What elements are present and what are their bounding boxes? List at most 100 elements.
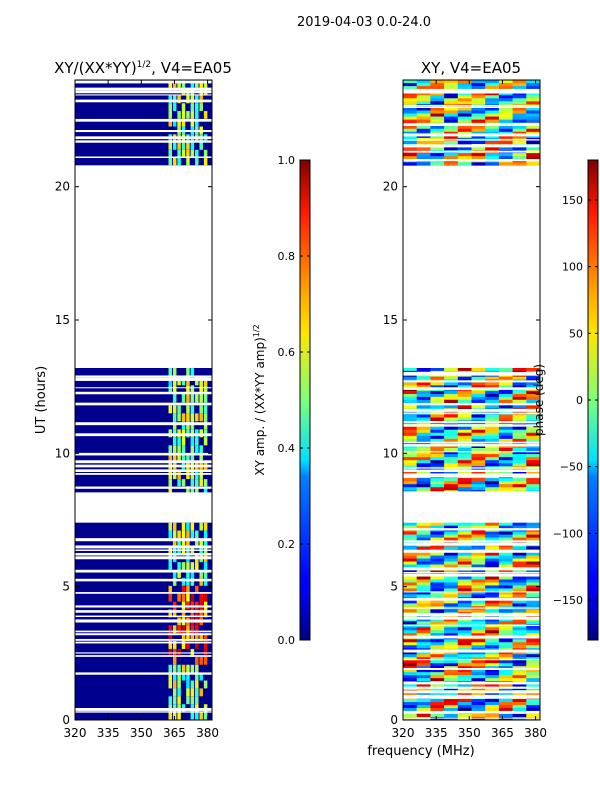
flag-gap bbox=[403, 441, 540, 444]
phase-cell bbox=[485, 699, 500, 703]
phase-cell bbox=[498, 678, 514, 682]
phase-cell bbox=[416, 660, 431, 664]
phase-cell bbox=[457, 487, 472, 491]
phase-cell bbox=[512, 101, 527, 105]
phase-cell bbox=[403, 627, 418, 631]
phase-cell bbox=[526, 448, 540, 452]
phase-cell bbox=[498, 441, 514, 446]
phase-cell bbox=[526, 484, 540, 488]
phase-cell bbox=[416, 451, 431, 455]
phase-cell bbox=[416, 642, 431, 646]
phase-cell bbox=[512, 95, 527, 99]
phase-cell bbox=[444, 463, 459, 467]
channel-cell bbox=[186, 633, 190, 642]
phase-cell bbox=[512, 657, 527, 661]
channel-cell bbox=[203, 562, 208, 571]
phase-cell bbox=[416, 645, 431, 649]
colorbar1 bbox=[299, 159, 311, 641]
phase-cell bbox=[403, 657, 418, 661]
phase-cell bbox=[485, 153, 500, 157]
phase-cell bbox=[444, 669, 459, 673]
phase-cell bbox=[485, 451, 500, 455]
channel-cell bbox=[186, 376, 190, 386]
channel-cell bbox=[172, 421, 177, 430]
channel-cell bbox=[181, 522, 186, 531]
phase-cell bbox=[471, 699, 486, 703]
phase-cell bbox=[485, 639, 500, 643]
phase-cell bbox=[498, 699, 514, 703]
phase-cell bbox=[416, 666, 431, 670]
channel-cell bbox=[172, 118, 177, 127]
phase-cell bbox=[471, 594, 486, 598]
phase-cell bbox=[444, 537, 459, 541]
phase-cell bbox=[430, 368, 445, 372]
phase-cell bbox=[526, 561, 540, 565]
phase-cell bbox=[457, 525, 472, 529]
channel-cell bbox=[195, 111, 199, 119]
flag-gap bbox=[75, 492, 212, 495]
phase-cell bbox=[403, 399, 418, 403]
channel-cell bbox=[203, 530, 208, 539]
phase-cell bbox=[485, 119, 500, 123]
phase-cell bbox=[471, 95, 486, 99]
phase-cell bbox=[485, 705, 500, 709]
data-band bbox=[403, 405, 540, 470]
phase-cell bbox=[444, 546, 459, 550]
phase-cell bbox=[430, 83, 445, 87]
phase-cell bbox=[485, 484, 500, 488]
phase-cell bbox=[512, 591, 527, 595]
channel-cell bbox=[203, 577, 208, 586]
flag-gap bbox=[403, 573, 540, 577]
phase-cell bbox=[444, 153, 459, 157]
flag-gap bbox=[403, 412, 540, 415]
phase-cell bbox=[498, 435, 514, 440]
phase-cell bbox=[512, 627, 527, 631]
channel-cell bbox=[203, 486, 208, 494]
phase-cell bbox=[403, 429, 418, 434]
figure-title: 2019-04-03 0.0-24.0 bbox=[297, 15, 431, 30]
colorbar-tick-label: 100 bbox=[562, 261, 583, 274]
channel-cell bbox=[172, 385, 177, 394]
phase-cell bbox=[498, 534, 514, 538]
phase-cell bbox=[526, 546, 540, 550]
phase-cell bbox=[457, 531, 472, 535]
phase-cell bbox=[430, 107, 445, 111]
phase-cell bbox=[526, 417, 540, 421]
flag-gap bbox=[75, 638, 212, 641]
channel-cell bbox=[177, 157, 181, 166]
phase-cell bbox=[444, 675, 459, 679]
phase-cell bbox=[512, 603, 527, 607]
phase-cell bbox=[457, 92, 472, 96]
phase-cell bbox=[526, 699, 540, 703]
phase-cell bbox=[416, 444, 431, 449]
phase-cell bbox=[485, 454, 500, 458]
panel2-axes-ticks: 320 335 350 365 380 0 5 10 15 20 bbox=[383, 80, 547, 740]
colorbar-tick-label: 0.6 bbox=[278, 346, 296, 359]
phase-cell bbox=[512, 441, 527, 446]
phase-cell bbox=[457, 546, 472, 550]
channel-cell bbox=[186, 111, 190, 119]
phase-cell bbox=[430, 119, 445, 123]
channel-cell bbox=[172, 680, 177, 689]
phase-cell bbox=[512, 588, 527, 592]
phase-cell bbox=[403, 585, 418, 589]
channel-cell bbox=[203, 609, 208, 618]
channel-cell bbox=[190, 522, 195, 531]
phase-cell bbox=[471, 663, 486, 667]
channel-cell bbox=[190, 696, 195, 705]
phase-cell bbox=[403, 457, 418, 461]
phase-cell bbox=[416, 441, 431, 446]
channel-cell bbox=[203, 405, 208, 414]
flag-gap bbox=[75, 552, 212, 556]
channel-cell bbox=[190, 437, 195, 446]
flag-gap bbox=[403, 444, 540, 447]
phase-cell bbox=[526, 457, 540, 461]
phase-cell bbox=[444, 534, 459, 538]
phase-cell bbox=[498, 591, 514, 595]
flag-gap bbox=[75, 375, 212, 378]
phase-cell bbox=[430, 156, 445, 160]
phase-cell bbox=[471, 119, 486, 123]
phase-cell bbox=[471, 555, 486, 559]
phase-cell bbox=[498, 426, 514, 431]
phase-cell bbox=[444, 457, 459, 461]
